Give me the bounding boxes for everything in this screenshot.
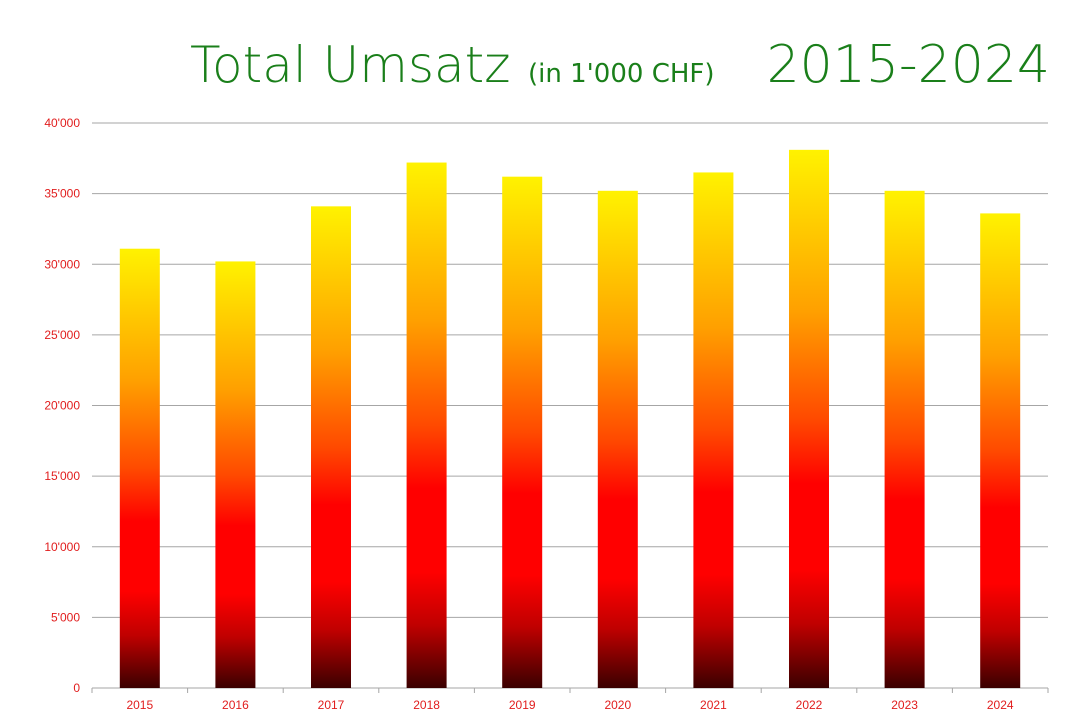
x-tick-label: 2020: [604, 698, 631, 712]
bar-2015: [119, 248, 160, 688]
y-tick-label: 0: [73, 681, 80, 695]
y-tick-label: 10'000: [44, 540, 80, 554]
x-tick-label: 2016: [222, 698, 249, 712]
bar-2017: [311, 206, 351, 688]
bar-2019: [502, 176, 543, 689]
y-tick-label: 5'000: [51, 610, 80, 624]
bar-2024: [980, 213, 1021, 688]
x-tick-label: 2022: [796, 698, 823, 712]
bar-2018: [406, 162, 447, 689]
x-tick-label: 2021: [700, 698, 727, 712]
x-tick-label: 2015: [126, 698, 153, 712]
bar-2020: [597, 190, 638, 689]
y-tick-label: 20'000: [44, 399, 80, 413]
x-tick-label: 2018: [413, 698, 440, 712]
y-tick-label: 40'000: [44, 116, 80, 130]
bars: [119, 149, 1021, 689]
x-tick-label: 2023: [891, 698, 918, 712]
y-tick-label: 25'000: [44, 328, 80, 342]
y-tick-label: 35'000: [44, 187, 80, 201]
chart-title-text: Total Umsatz: [190, 36, 511, 94]
bar-2021: [693, 172, 734, 688]
bar-2023: [884, 190, 925, 689]
bar-2016: [215, 261, 256, 688]
x-axis: 2015 2016 2017 2018 2019 2020 2021 2022 2023 2024: [91, 688, 1049, 712]
chart-period-text: 2015-2024: [767, 35, 1050, 95]
x-tick-label: 2017: [318, 698, 345, 712]
chart-subtitle-text: (in 1'000 CHF): [528, 59, 715, 89]
y-axis: 0 5'000 10'000 15'000 20'000 25'000 30'000 35'0…: [44, 116, 80, 695]
bar-2022: [789, 149, 829, 688]
chart-title: Total Umsatz (in 1'000 CHF) 2015-2024: [190, 35, 1050, 95]
y-tick-label: 15'000: [44, 469, 80, 483]
x-tick-label: 2019: [509, 698, 536, 712]
x-tick-label: 2024: [987, 698, 1014, 712]
y-tick-label: 30'000: [44, 257, 80, 271]
